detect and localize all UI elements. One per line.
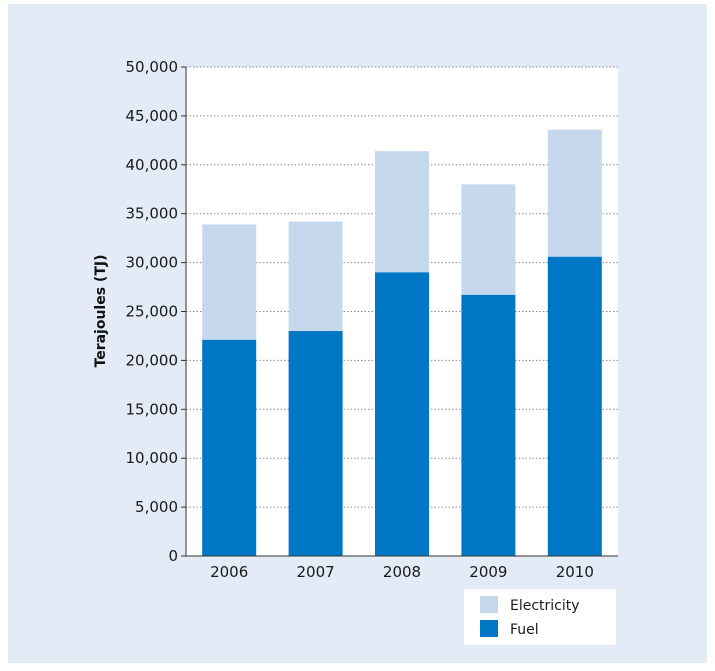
bar-fuel-2010 (547, 256, 602, 556)
x-tick-label: 2008 (383, 563, 421, 581)
y-tick-label: 15,000 (126, 400, 179, 418)
legend-label-electricity: Electricity (510, 598, 580, 614)
y-tick-labels: 0 5,000 10,000 15,000 20,000 25,000 30,000 35,0… (126, 58, 179, 565)
axes (181, 66, 618, 557)
legend-swatch-electricity (480, 596, 498, 613)
y-tick-label: 25,000 (126, 303, 179, 321)
legend-label-fuel: Fuel (510, 622, 539, 638)
y-tick-label: 10,000 (126, 449, 179, 467)
bar-fuel-2007 (288, 331, 343, 556)
y-axis-label: Terajoules (TJ) (93, 255, 109, 368)
legend-swatch-fuel (480, 620, 498, 637)
y-tick-label: 40,000 (126, 156, 179, 174)
legend: Electricity Fuel (464, 589, 616, 645)
bar-fuel-2009 (461, 294, 516, 556)
bar-electricity-2007 (288, 221, 343, 332)
y-tick-label: 50,000 (126, 58, 179, 76)
y-tick-label: 5,000 (135, 498, 178, 516)
bar-electricity-2009 (461, 184, 516, 295)
x-tick-label: 2010 (556, 563, 594, 581)
y-tick-label: 45,000 (126, 107, 179, 125)
bar-fuel-2008 (375, 272, 429, 556)
y-tick-label: 35,000 (126, 205, 179, 223)
y-tick-label: 0 (168, 547, 178, 565)
bars (202, 129, 602, 556)
x-tick-label: 2007 (297, 563, 335, 581)
y-tick-label: 30,000 (126, 254, 179, 272)
bar-electricity-2008 (375, 151, 429, 273)
y-tick-label: 20,000 (126, 351, 179, 369)
x-tick-label: 2009 (469, 563, 507, 581)
bar-electricity-2006 (202, 224, 257, 340)
bar-electricity-2010 (547, 129, 602, 257)
x-tick-label: 2006 (210, 563, 248, 581)
bar-fuel-2006 (202, 339, 257, 556)
x-tick-labels: 2006 2007 2008 2009 2010 (210, 563, 594, 581)
